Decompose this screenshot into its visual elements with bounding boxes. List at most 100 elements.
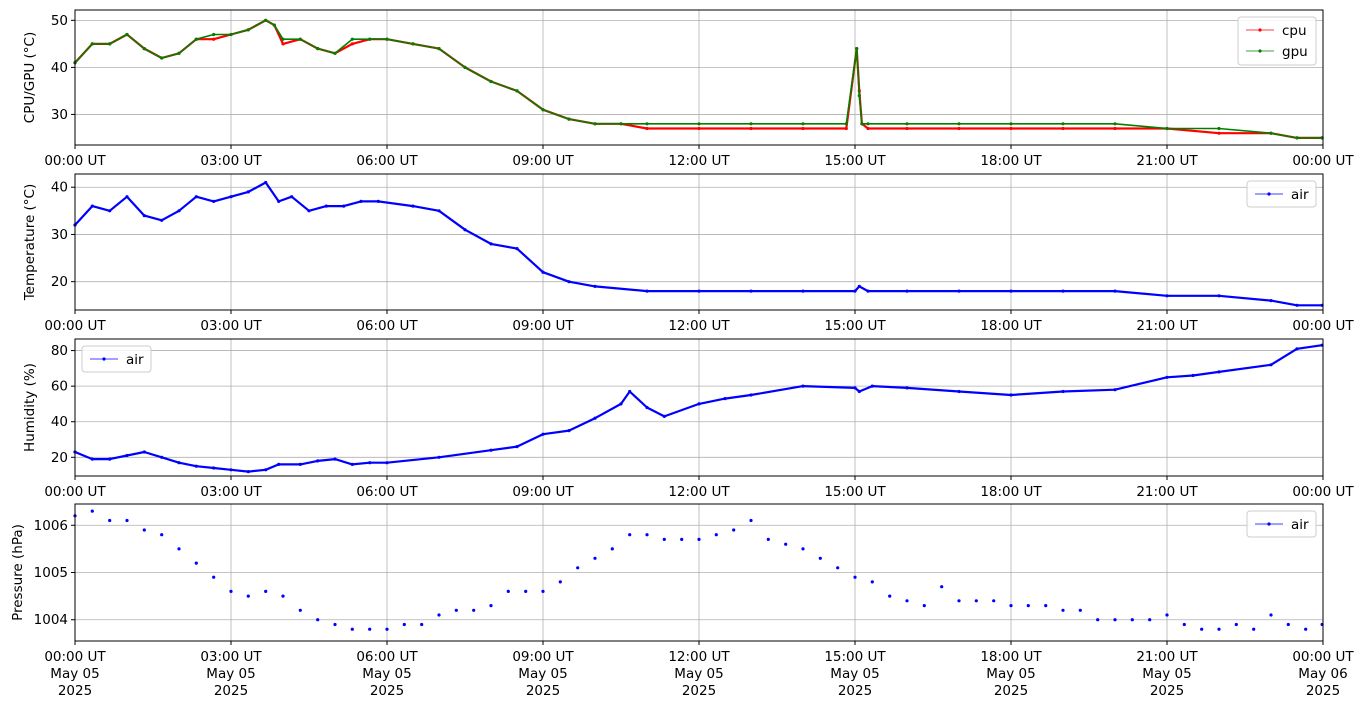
air-point	[541, 589, 545, 594]
x-tick-date: May 05	[830, 666, 879, 682]
gpu-point	[264, 18, 268, 22]
air-point	[1200, 627, 1204, 631]
air-point	[853, 289, 857, 293]
air-point	[307, 209, 311, 213]
air-point	[264, 468, 268, 472]
air-point	[593, 284, 597, 288]
air-point	[593, 556, 597, 560]
cpu-point	[844, 126, 848, 131]
x-tick-label: 09:00 UT	[512, 484, 574, 500]
gpu-point	[541, 108, 545, 112]
air-point	[212, 575, 216, 579]
air-point	[489, 242, 493, 246]
x-tick-label: 06:00 UT	[356, 484, 418, 500]
gpu-point	[272, 23, 276, 27]
x-tick-year: 2025	[682, 683, 716, 699]
air-point	[723, 397, 727, 401]
y-tick-label: 30	[51, 227, 68, 243]
air-point	[853, 575, 857, 579]
air-point	[212, 466, 216, 470]
x-tick-label: 18:00 UT	[980, 153, 1042, 169]
gpu-point	[645, 122, 649, 126]
x-tick-date: May 05	[518, 666, 567, 682]
air-point	[593, 416, 597, 420]
air-point	[368, 627, 372, 631]
x-tick-label: 18:00 UT	[980, 484, 1042, 500]
air-point	[1009, 604, 1013, 608]
gpu-point	[411, 42, 415, 46]
gpu-point	[316, 47, 320, 51]
legend-marker-air	[102, 357, 106, 361]
x-tick-date: May 05	[986, 666, 1035, 682]
gpu-point	[437, 47, 441, 51]
air-point	[90, 457, 94, 461]
air-point	[645, 533, 649, 537]
cpu-point	[1217, 131, 1221, 135]
gpu-point	[1061, 122, 1065, 126]
air-point	[385, 461, 389, 465]
air-point	[567, 429, 571, 433]
gpu-point	[246, 28, 250, 32]
air-point	[801, 289, 805, 293]
air-point	[541, 432, 545, 436]
x-tick-label: 21:00 UT	[1136, 153, 1198, 169]
air-point	[558, 580, 562, 584]
legend: cpu gpu	[1237, 16, 1317, 66]
gpu-point	[905, 122, 909, 126]
air-point	[515, 247, 519, 251]
cpu-point	[1009, 126, 1013, 131]
legend-label-air: air	[1291, 517, 1309, 533]
air-point	[277, 462, 281, 466]
air-point	[229, 468, 233, 472]
air-point	[342, 204, 346, 208]
x-tick-year: 2025	[214, 683, 248, 699]
series-gpu	[73, 18, 1324, 140]
cpu-point	[905, 126, 909, 131]
air-point	[281, 594, 285, 598]
air-point	[1295, 347, 1299, 351]
air-line	[74, 344, 1323, 473]
gpu-point	[368, 37, 372, 41]
gpu-point	[160, 56, 164, 60]
air-point	[194, 561, 198, 565]
air-point	[1217, 294, 1221, 298]
x-tick-label: 00:00 UT	[44, 649, 106, 665]
cpu-point	[212, 37, 216, 41]
y-tick-label: 40	[51, 180, 68, 196]
gpu-point	[855, 47, 859, 51]
air-point	[177, 461, 181, 465]
air-point	[541, 270, 545, 274]
air-point	[316, 459, 320, 463]
gpu-point	[515, 89, 519, 93]
x-tick-label: 21:00 UT	[1136, 649, 1198, 665]
air-point	[142, 214, 146, 218]
series-air	[73, 343, 1324, 474]
air-point	[870, 384, 874, 388]
x-tick-date: May 05	[50, 666, 99, 682]
air-point	[1165, 375, 1169, 379]
x-tick-year: 2025	[1306, 683, 1340, 699]
x-tick-label: 03:00 UT	[200, 318, 262, 334]
air-point	[463, 228, 467, 232]
air-point	[697, 402, 701, 406]
gpu-line	[74, 19, 1323, 139]
air-point	[1078, 608, 1082, 612]
y-tick-label: 60	[51, 379, 68, 395]
x-tick-label: 00:00 UT	[1292, 484, 1354, 500]
gpu-point	[619, 122, 623, 126]
y-tick-label: 20	[51, 450, 68, 466]
series-air	[73, 180, 1324, 307]
air-point	[90, 204, 94, 208]
legend-label-air: air	[1291, 187, 1309, 203]
x-tick-label: 09:00 UT	[512, 649, 574, 665]
air-point	[1286, 622, 1290, 627]
air-point	[246, 470, 250, 474]
air-point	[264, 180, 268, 185]
air-point	[229, 589, 233, 594]
air-point	[385, 627, 389, 631]
air-point	[298, 462, 302, 466]
y-tick-label: 1005	[34, 565, 68, 581]
x-tick-date: May 06	[1298, 666, 1347, 682]
